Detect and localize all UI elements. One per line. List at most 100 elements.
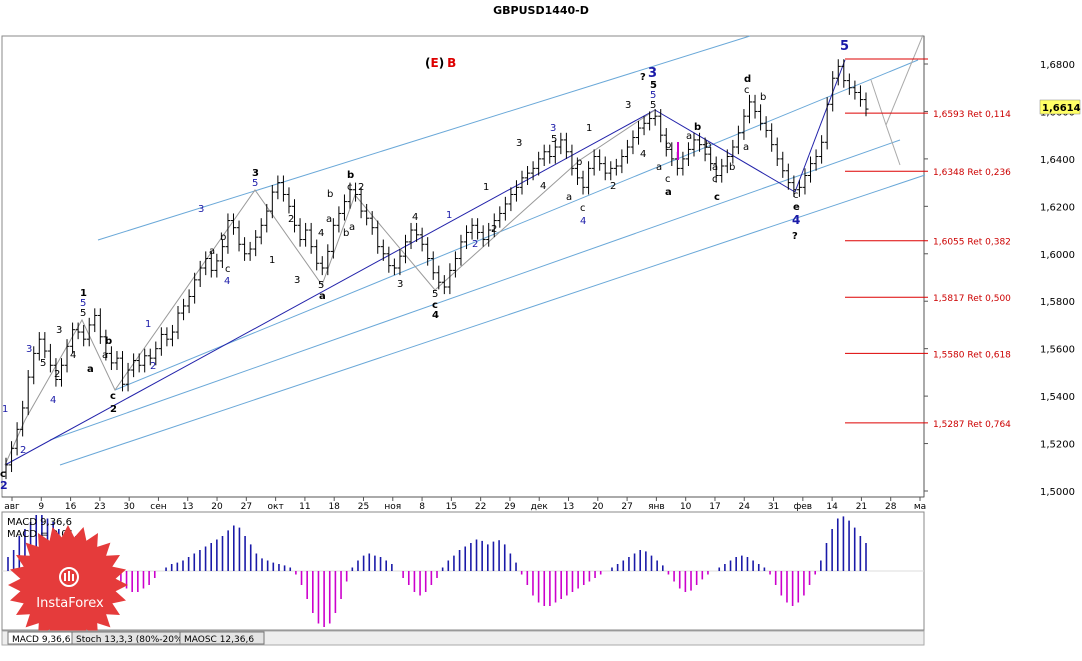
wave-4: 4 [70, 350, 76, 361]
trend-channels [4, 34, 926, 466]
wave-4-blue-big: 4 [792, 213, 800, 227]
wave-c-6: c [580, 203, 586, 214]
time-tick-label: авг [4, 502, 20, 512]
time-tick-label: 31 [768, 502, 779, 512]
wave-4-blue: 4 [50, 395, 56, 406]
time-tick-label: 16 [65, 502, 77, 512]
time-axis: авг 9 16 23 30 сен 13 20 27 окт 11 18 25 ноя 8 15 22 29 де… [4, 497, 926, 512]
time-tick-label: 9 [38, 502, 44, 512]
wave-5: 5 [40, 358, 46, 369]
price-tick-label: 1,5600 [1040, 345, 1075, 356]
wave-line-blue-2 [654, 109, 796, 193]
logo-emblem-bar-3 [72, 574, 74, 581]
wave-b-4: b [347, 170, 354, 181]
indicator-tabs[interactable]: MACD 9,36,6 Stoch 13,3,3 (80%-20%)MAOSC 1… [7, 631, 265, 645]
wave-count-labels: c 2 1 2 3 5 4 2 3 4 1 5 5 a b c 2 a 1 2 … [0, 39, 849, 492]
wave-label-b: B [447, 56, 456, 70]
time-tick-label: 14 [826, 502, 838, 512]
time-tick-label: 23 [94, 502, 105, 512]
wave-a-9: a [686, 131, 692, 142]
time-tick-label: 13 [563, 502, 574, 512]
wave-b: b [105, 336, 112, 347]
wave-1-top: 1 [80, 288, 87, 299]
wave-3-blue-2: 3 [198, 204, 204, 215]
current-price-label: 1,6614 [1042, 103, 1081, 114]
wave-2-blue-2: 2 [150, 361, 156, 372]
time-tick-label: 18 [328, 502, 340, 512]
wave-question: ? [640, 72, 646, 83]
wave-c: c [0, 469, 6, 480]
wave-c-7: c [665, 174, 671, 185]
wave-e: e [793, 202, 800, 213]
time-tick-label: 20 [211, 502, 223, 512]
wave-5-blue: 5 [80, 298, 86, 309]
time-tick-label: 29 [504, 502, 516, 512]
price-axis: 1,68001,66001,64001,62001,60001,58001,56… [924, 60, 1075, 498]
time-tick-label: 22 [475, 502, 486, 512]
chart-title: GBPUSD1440-D [493, 4, 589, 17]
wave-4-e: 4 [540, 181, 546, 192]
time-tick-label: ноя [384, 502, 401, 512]
wave-2-blue-3: 2 [472, 239, 478, 250]
price-tick-label: 1,6400 [1040, 155, 1075, 166]
wave-2: 2 [54, 369, 60, 380]
wave-a-7: a [656, 162, 662, 173]
wave-a-11: a [743, 142, 749, 153]
time-tick-label: 10 [680, 502, 692, 512]
time-tick-label: фев [794, 502, 813, 512]
wave-c-3: c [225, 264, 231, 275]
wave-b-10: b [729, 162, 735, 173]
wave-1: 1 [269, 255, 275, 266]
wave-3-blue-3: 3 [550, 123, 556, 134]
wave-2-c: 2 [288, 214, 294, 225]
wave-c-5: c [432, 300, 438, 311]
price-tick-label: 1,6200 [1040, 202, 1075, 213]
price-tick-label: 1,6800 [1040, 60, 1075, 71]
tab-1[interactable]: Stoch 13,3,3 (80%-20%) [71, 631, 186, 645]
wave-a-5: a [349, 222, 355, 233]
time-tick-label: 8 [419, 502, 425, 512]
wave-a-3: a [319, 291, 326, 302]
wave-c-2: c [110, 391, 116, 402]
wave-label-eb: (E) B [425, 56, 456, 70]
time-tick-label: 20 [592, 502, 604, 512]
logo-emblem-bar-2 [68, 571, 70, 581]
wave-b-5: b [343, 228, 349, 239]
wave-b-11: b [760, 92, 766, 103]
time-tick-label: окт [268, 502, 284, 512]
time-tick-label: 21 [856, 502, 867, 512]
wave-1-e: 1 [483, 182, 489, 193]
wave-label-open: ( [425, 56, 430, 70]
wave-3-c: 3 [294, 275, 300, 286]
time-tick-label: 30 [123, 502, 135, 512]
time-tick-label: сен [150, 502, 166, 512]
tab-2[interactable]: MAOSC 12,36,6 [179, 631, 265, 645]
wave-b-2: b [220, 232, 226, 243]
wave-5-blue-2: 5 [252, 178, 258, 189]
wave-b-7: b [665, 140, 671, 151]
wave-5-e: 5 [551, 134, 557, 145]
wave-a-6: a [566, 192, 572, 203]
wave-5-blue-3: 5 [650, 90, 656, 101]
wave-5-c: 5 [318, 280, 324, 291]
wave-5-f: 5 [650, 80, 657, 91]
tab-label: MAOSC 12,36,6 [184, 635, 254, 645]
logo-emblem-bar-1 [64, 573, 66, 581]
wave-label-e: E [430, 56, 438, 70]
tab-label: Stoch 13,3,3 (80%-20%) [76, 635, 186, 645]
wave-b-3: b [327, 189, 333, 200]
wave-3-blue: 3 [26, 344, 32, 355]
price-bars [3, 59, 869, 480]
wave-a-2: a [209, 246, 215, 257]
wave-3: 3 [56, 325, 62, 336]
channel-mid-lower-line [49, 139, 901, 441]
fib-label: 1,6593 Ret 0,114 [933, 110, 1011, 120]
channel-middle-line [114, 59, 919, 391]
wave-line-blue [4, 109, 656, 466]
fib-levels: 1,6593 Ret 0,114 1,6348 Ret 0,236 1,6055 R… [845, 110, 1011, 430]
wave-2-b: 2 [110, 404, 117, 415]
wave-2-f: 2 [610, 181, 616, 192]
tab-0[interactable]: MACD 9,36,6 [7, 631, 73, 645]
